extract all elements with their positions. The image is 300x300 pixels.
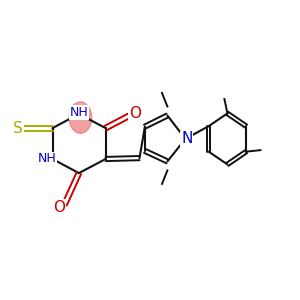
Text: O: O [129, 106, 141, 122]
Text: O: O [53, 200, 65, 214]
Text: NH: NH [70, 106, 88, 119]
Ellipse shape [69, 102, 92, 133]
Text: S: S [13, 121, 23, 136]
Text: N: N [181, 131, 193, 146]
Text: NH: NH [38, 152, 56, 166]
